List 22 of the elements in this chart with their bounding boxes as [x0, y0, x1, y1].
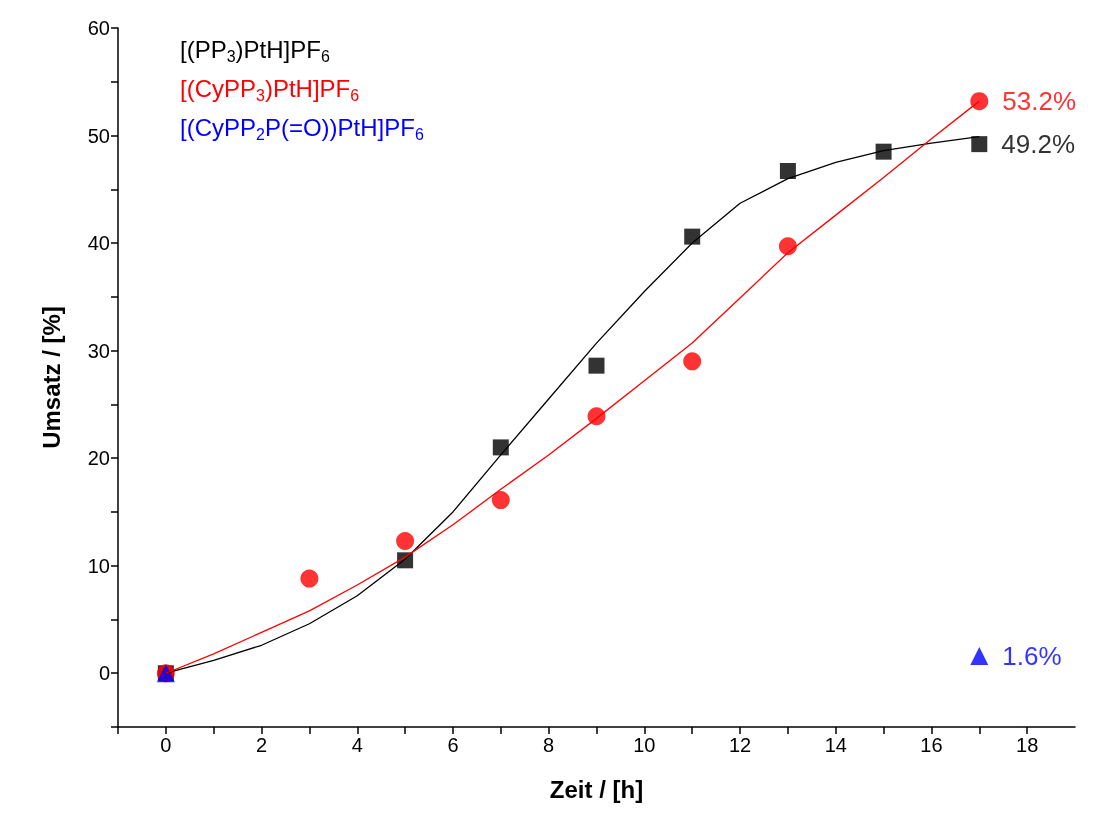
x-tick-label: 8 [543, 734, 555, 756]
x-tick-label: 16 [920, 734, 943, 756]
y-tick-label: 10 [87, 554, 110, 577]
x-tick-label: 2 [255, 734, 268, 756]
x-axis-title: Zeit / [h] [549, 775, 644, 803]
x-tick-label: 6 [447, 734, 459, 756]
data-label: 53.2% [1002, 86, 1077, 117]
y-tick-label: 30 [87, 339, 110, 362]
data-label: 49.2% [1001, 129, 1076, 160]
x-tick-label: 0 [160, 734, 172, 756]
y-tick-label: 40 [87, 232, 110, 255]
x-tick-label: 10 [633, 734, 656, 756]
y-tick-label: 50 [87, 124, 110, 147]
y-axis-title: Umsatz / [%] [37, 306, 65, 449]
y-tick-label: 0 [98, 662, 110, 685]
x-tick-label: 18 [1016, 734, 1039, 756]
data-label: 1.6% [1002, 641, 1062, 672]
x-tick-label: 14 [824, 734, 847, 756]
x-tick-label: 4 [351, 734, 363, 756]
x-tick-label: 12 [728, 734, 752, 756]
y-tick-label: 20 [87, 447, 110, 470]
y-tick-label: 60 [87, 17, 110, 39]
